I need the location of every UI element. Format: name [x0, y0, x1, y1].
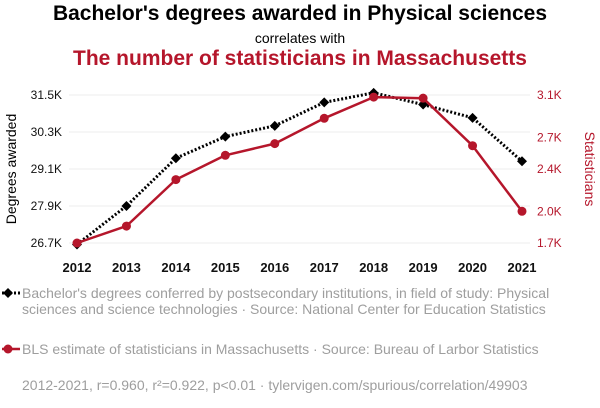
left-tick-label: 27.9K	[31, 199, 62, 213]
x-tick-label: 2017	[310, 260, 339, 275]
series-layer	[72, 87, 527, 250]
data-point-statisticians	[121, 221, 131, 231]
data-point-statisticians	[270, 139, 280, 149]
data-point-statisticians	[418, 93, 428, 103]
legend-marks	[2, 288, 20, 354]
right-axis-title: Statisticians	[582, 132, 598, 207]
right-tick-label: 3.1K	[537, 88, 562, 102]
legend-label-degrees: Bachelor's degrees conferred by postseco…	[22, 285, 550, 317]
legend-item-statisticians: BLS estimate of statisticians in Massach…	[0, 339, 600, 387]
left-tick-label: 26.7K	[31, 236, 62, 250]
series-line-degrees	[76, 91, 523, 246]
x-tick-label: 2015	[211, 260, 240, 275]
series-line-statisticians	[76, 95, 523, 245]
x-tick-label: 2019	[409, 260, 438, 275]
right-tick-label: 2.0K	[537, 204, 562, 218]
legend-item-degrees: Bachelor's degrees conferred by postseco…	[0, 283, 600, 331]
right-axis: 1.7K 2.0K 2.4K 2.7K 3.1K Statisticians	[537, 88, 598, 250]
x-tick-label: 2013	[112, 260, 141, 275]
right-tick-label: 2.4K	[537, 162, 562, 176]
left-axis-title: Degrees awarded	[3, 114, 19, 225]
data-point-statisticians	[517, 206, 527, 216]
right-tick-label: 2.7K	[537, 130, 562, 144]
data-point-degrees	[319, 97, 330, 108]
legend-marker-statisticians	[3, 344, 13, 354]
left-tick-label: 30.3K	[31, 125, 62, 139]
data-point-degrees	[121, 201, 132, 211]
x-tick-label: 2018	[359, 260, 388, 275]
legend-marker-degrees	[3, 288, 13, 298]
left-axis: 26.7K 27.9K 29.1K 30.3K 31.5K Degrees awarded	[3, 88, 62, 250]
data-point-degrees	[467, 112, 478, 123]
data-point-statisticians	[220, 150, 230, 160]
data-point-statisticians	[319, 113, 329, 123]
right-tick-label: 1.7K	[537, 236, 562, 250]
data-point-degrees	[170, 153, 181, 164]
x-axis: 2012 2013 2014 2015 2016 2017 2018 2019 2020 2021	[63, 260, 537, 275]
legend-label-statisticians: BLS estimate of statisticians in Massach…	[22, 341, 539, 357]
chart-title: Bachelor's degrees awarded in Physical s…	[52, 2, 548, 25]
data-point-statisticians	[171, 175, 181, 185]
data-point-degrees	[220, 131, 231, 142]
chart-title-secondary: The number of statisticians in Massachus…	[73, 47, 527, 70]
left-tick-label: 31.5K	[31, 88, 62, 102]
footer-stats: 2012-2021, r=0.960, r²=0.922, p<0.01 · t…	[22, 377, 528, 393]
x-tick-label: 2012	[63, 260, 92, 275]
x-tick-label: 2021	[508, 260, 537, 275]
left-tick-label: 29.1K	[31, 162, 62, 176]
gridlines	[69, 94, 530, 244]
chart-subtitle: correlates with	[254, 30, 346, 46]
data-point-statisticians	[72, 238, 82, 248]
data-point-statisticians	[369, 92, 379, 102]
x-tick-label: 2014	[161, 260, 191, 275]
x-tick-label: 2016	[260, 260, 289, 275]
x-tick-label: 2020	[458, 260, 487, 275]
data-point-degrees	[517, 156, 527, 167]
data-point-degrees	[269, 120, 280, 131]
data-point-statisticians	[468, 141, 478, 151]
